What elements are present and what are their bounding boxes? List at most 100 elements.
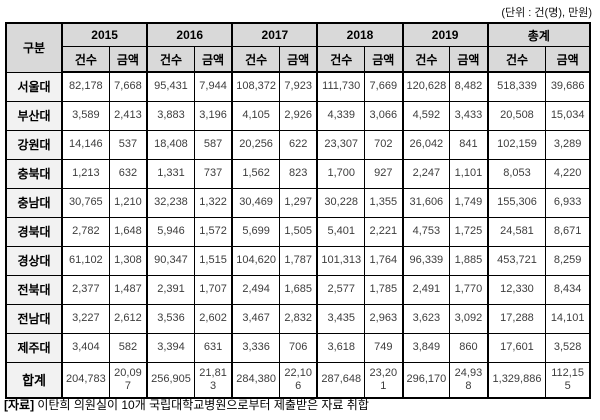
amount-cell: 3,196 (193, 100, 233, 131)
subheader-count: 건수 (146, 46, 195, 73)
amount-cell: 537 (108, 129, 148, 160)
count-cell: 1,562 (231, 158, 280, 189)
count-cell: 4,339 (316, 100, 366, 131)
count-cell: 31,606 (401, 187, 451, 218)
amount-cell: 1,297 (278, 187, 318, 218)
count-cell: 2,577 (316, 274, 366, 305)
amount-cell: 2,612 (108, 303, 148, 334)
amount-cell: 3,092 (449, 303, 489, 334)
source-caption: [자료] 이탄희 의원실이 10개 국립대학교병원으로부터 제출받은 자료 취합 (4, 396, 369, 413)
table-row: 충남대 30,765 1,210 32,238 1,322 30,469 1,297 30,2… (5, 187, 591, 218)
count-cell: 3,849 (401, 332, 451, 363)
amount-cell: 702 (364, 129, 404, 160)
row-label: 충북대 (5, 158, 64, 189)
count-cell: 5,946 (146, 216, 195, 247)
count-cell: 61,102 (61, 245, 110, 276)
count-cell: 1,213 (61, 158, 110, 189)
count-cell: 3,467 (231, 303, 280, 334)
count-cell: 8,053 (486, 158, 547, 189)
amount-cell: 20,097 (108, 361, 148, 398)
table-row: 서울대 82,178 7,668 95,431 7,944 108,372 7,923 111… (5, 71, 591, 102)
amount-cell: 1,308 (108, 245, 148, 276)
subheader-row: 건수 금액 건수 금액 건수 금액 건수 금액 건수 금액 건수 금액 (6, 46, 591, 73)
row-label: 경상대 (5, 245, 64, 276)
amount-cell: 1,707 (193, 274, 233, 305)
table-row: 전남대 3,227 2,612 3,536 2,602 3,467 2,832 3,435 2,… (5, 303, 591, 334)
count-cell: 17,288 (486, 303, 547, 334)
subheader-amount: 금액 (449, 46, 489, 73)
year-group-header: 2015 (61, 22, 148, 47)
year-group-header: 2016 (146, 22, 233, 47)
count-cell: 3,227 (61, 303, 110, 334)
subheader-amount: 금액 (364, 46, 404, 73)
amount-cell: 749 (364, 332, 404, 363)
row-label: 부산대 (5, 100, 64, 131)
count-cell: 3,536 (146, 303, 195, 334)
count-cell: 96,339 (401, 245, 451, 276)
subheader-count: 건수 (316, 46, 366, 73)
amount-cell: 2,602 (193, 303, 233, 334)
amount-cell: 631 (193, 332, 233, 363)
count-cell: 155,306 (486, 187, 547, 218)
amount-cell: 1,572 (193, 216, 233, 247)
count-cell: 32,238 (146, 187, 195, 218)
count-cell: 120,628 (401, 71, 451, 102)
amount-cell: 1,355 (364, 187, 404, 218)
count-cell: 102,159 (486, 129, 547, 160)
year-header-row: 구분 2015 2016 2017 2018 2019 총계 (5, 22, 591, 73)
count-cell: 2,782 (61, 216, 110, 247)
count-cell: 20,256 (231, 129, 280, 160)
row-label: 합계 (5, 361, 64, 398)
count-cell: 3,404 (61, 332, 110, 363)
year-group-header: 2018 (316, 22, 404, 47)
count-cell: 17,601 (486, 332, 547, 363)
amount-cell: 1,787 (278, 245, 318, 276)
count-cell: 82,178 (61, 71, 110, 102)
amount-cell: 15,034 (545, 100, 591, 131)
amount-cell: 1,322 (193, 187, 233, 218)
count-cell: 1,331 (146, 158, 195, 189)
count-cell: 18,408 (146, 129, 195, 160)
source-caption-text: 이탄희 의원실이 10개 국립대학교병원으로부터 제출받은 자료 취합 (37, 398, 369, 412)
count-cell: 108,372 (231, 71, 280, 102)
total-row: 합계 204,783 20,097 256,905 21,813 284,380 22,10… (5, 361, 591, 398)
amount-cell: 112,155 (545, 361, 591, 398)
amount-cell: 8,482 (449, 71, 489, 102)
count-cell: 30,765 (61, 187, 110, 218)
unit-note: (단위 : 건(명), 만원) (501, 7, 592, 19)
amount-cell: 582 (108, 332, 148, 363)
table-row: 전북대 2,377 1,487 2,391 1,707 2,494 1,685 2,577 1,… (5, 274, 591, 305)
count-cell: 2,377 (61, 274, 110, 305)
amount-cell: 1,505 (278, 216, 318, 247)
count-cell: 23,307 (316, 129, 366, 160)
amount-cell: 4,220 (545, 158, 591, 189)
count-cell: 5,699 (231, 216, 280, 247)
count-cell: 3,589 (61, 100, 110, 131)
count-cell: 287,648 (316, 361, 366, 398)
amount-cell: 860 (449, 332, 489, 363)
amount-cell: 2,926 (278, 100, 318, 131)
amount-cell: 1,764 (364, 245, 404, 276)
count-cell: 12,330 (486, 274, 547, 305)
amount-cell: 39,686 (545, 71, 591, 102)
count-cell: 26,042 (401, 129, 451, 160)
amount-cell: 737 (193, 158, 233, 189)
count-cell: 256,905 (146, 361, 195, 398)
subheader-amount: 금액 (278, 46, 318, 73)
table-row: 제주대 3,404 582 3,394 631 3,336 706 3,618 749 3,849… (5, 332, 591, 363)
amount-cell: 14,101 (545, 303, 591, 334)
hospital-fees-table: 구분 2015 2016 2017 2018 2019 총계 건수 금액 건수 … (5, 22, 591, 399)
count-cell: 24,581 (486, 216, 547, 247)
count-cell: 296,170 (401, 361, 451, 398)
amount-cell: 1,101 (449, 158, 489, 189)
amount-cell: 823 (278, 158, 318, 189)
count-cell: 104,620 (231, 245, 280, 276)
amount-cell: 8,434 (545, 274, 591, 305)
table-row: 경북대 2,782 1,648 5,946 1,572 5,699 1,505 5,401 2,… (5, 216, 591, 247)
amount-cell: 3,289 (545, 129, 591, 160)
amount-cell: 1,210 (108, 187, 148, 218)
amount-cell: 1,725 (449, 216, 489, 247)
source-caption-prefix: [자료] (4, 398, 35, 412)
amount-cell: 1,648 (108, 216, 148, 247)
amount-cell: 7,669 (364, 71, 404, 102)
